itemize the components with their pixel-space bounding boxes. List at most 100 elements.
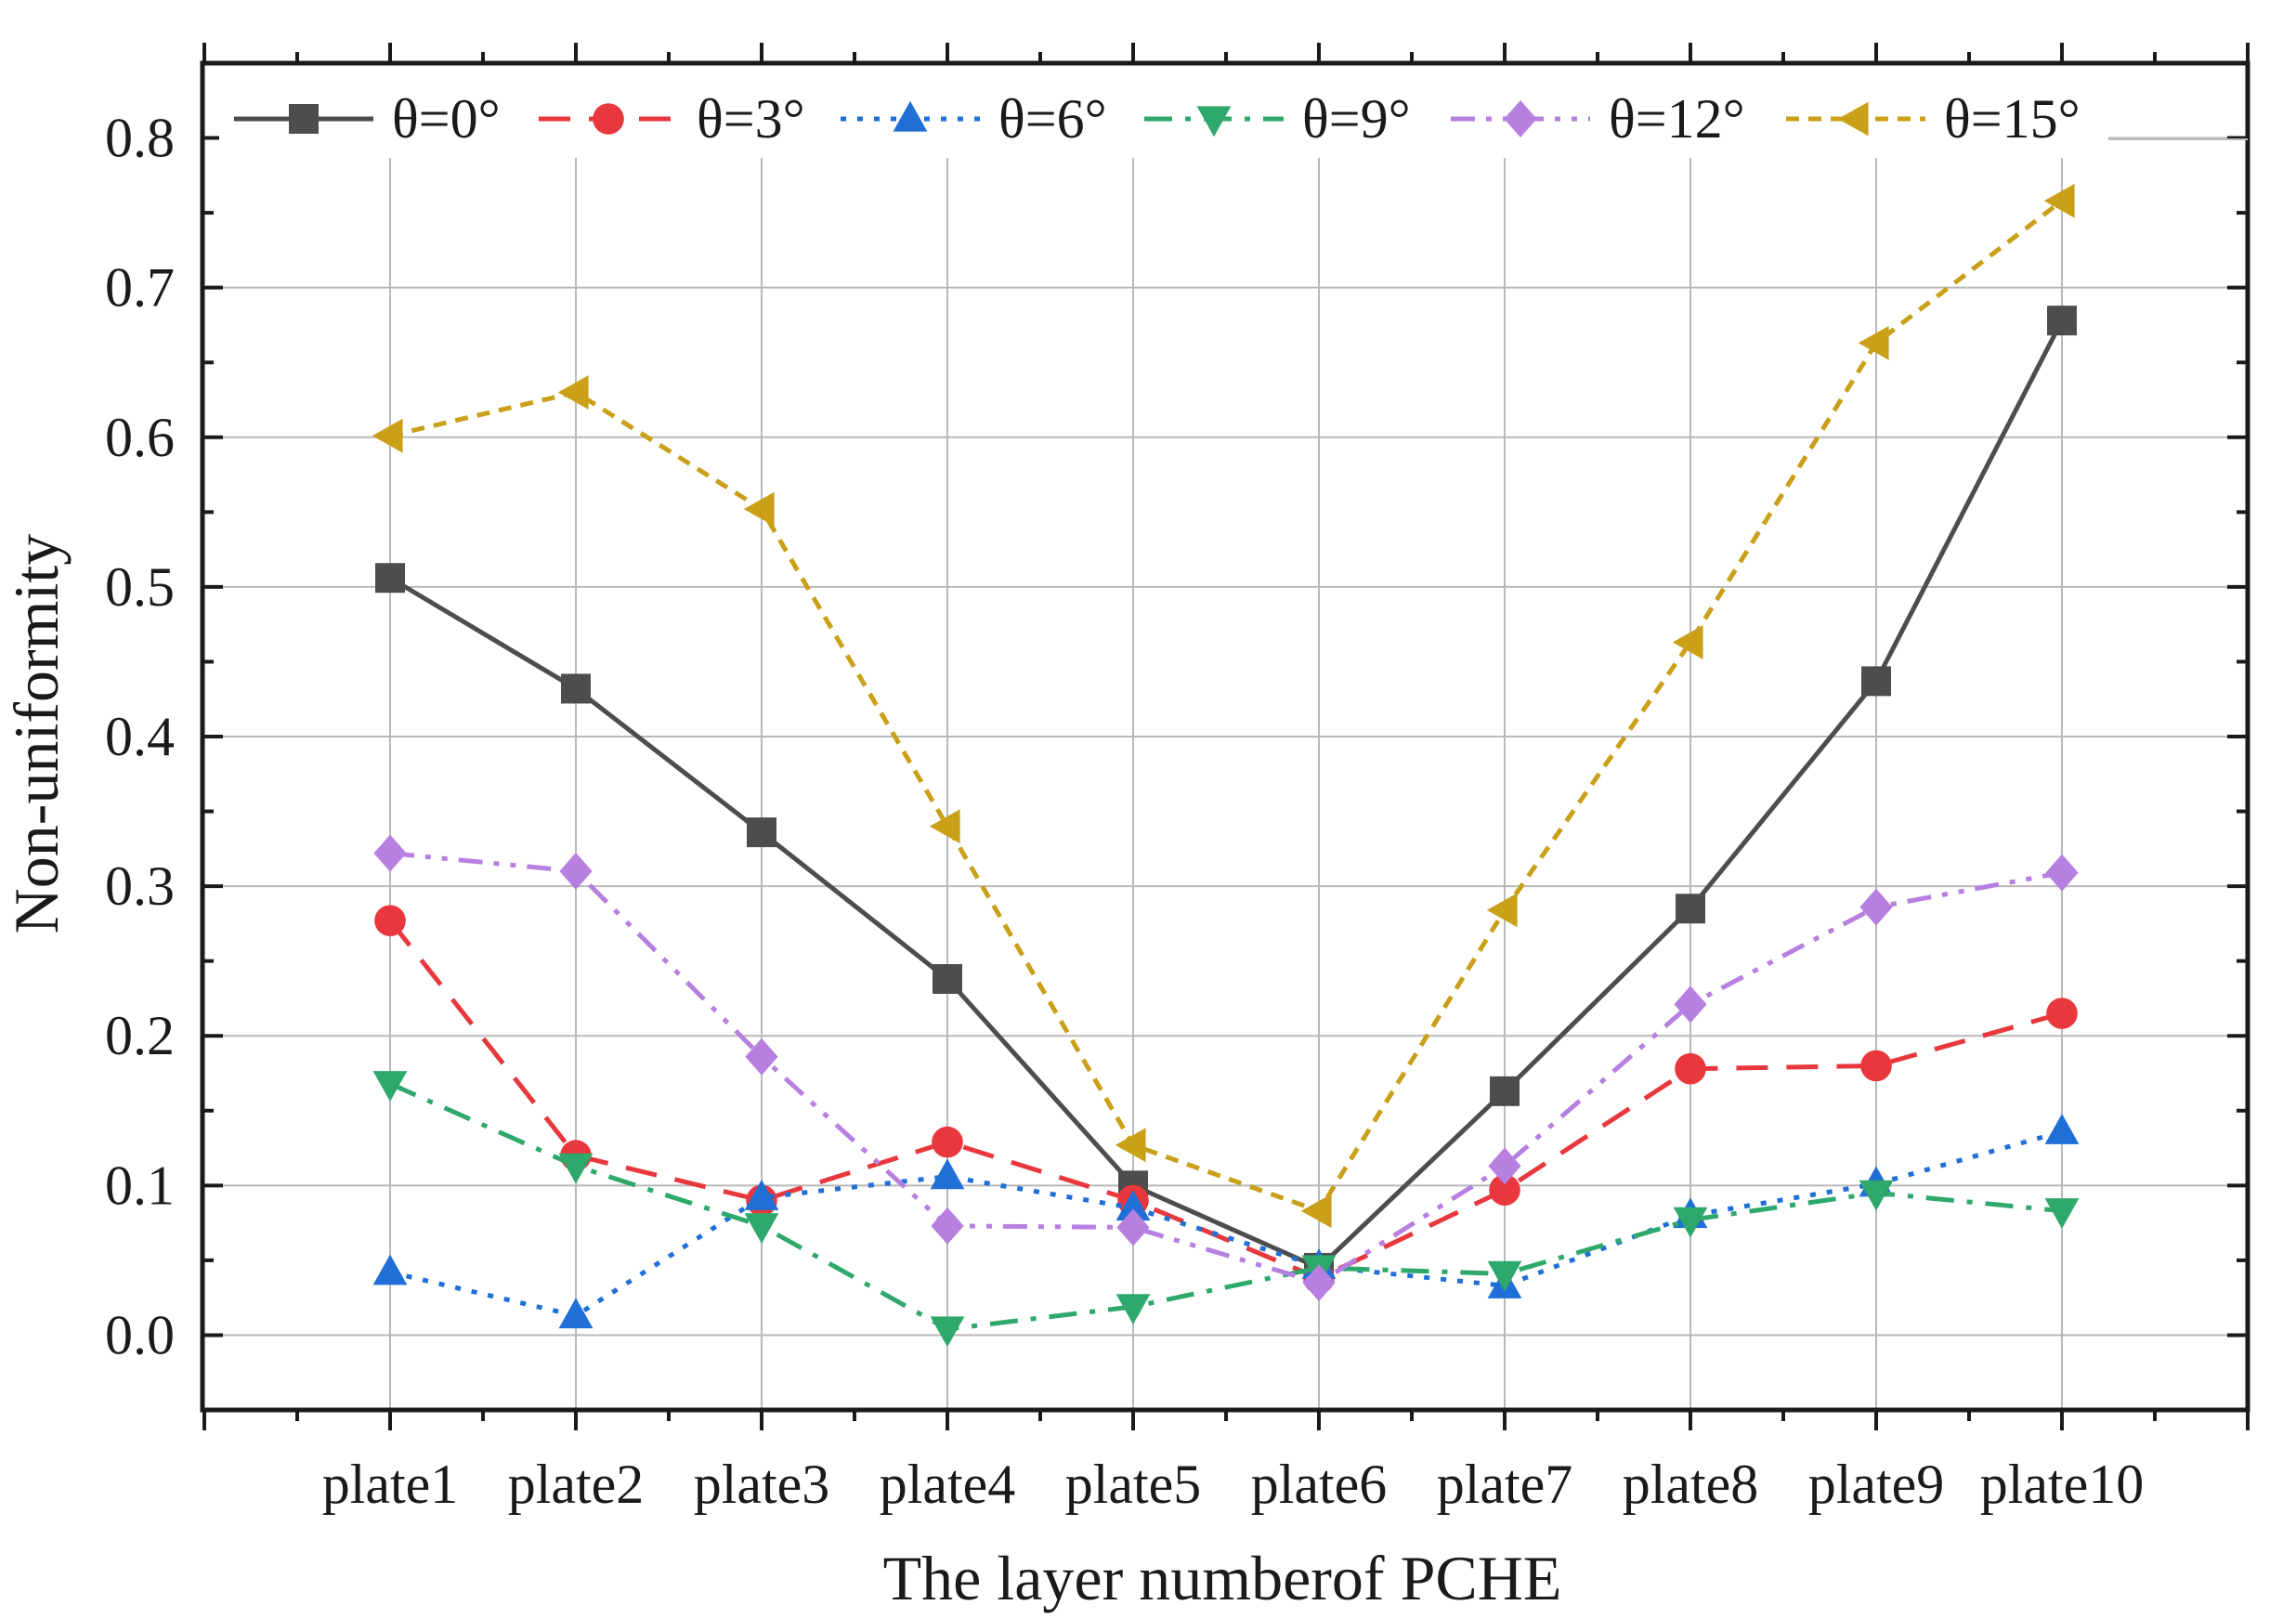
data-point xyxy=(1675,1052,1706,1085)
y-tick-label: 0.0 xyxy=(105,1304,175,1365)
tick-labels: 0.0 0.1 0.2 0.3 0.4 0.5 0.6 0.7 0.8 plate1 plate2 p… xyxy=(105,108,2144,1515)
legend-label: θ=12° xyxy=(1609,88,1745,150)
legend-item: θ=12° xyxy=(1451,88,1745,150)
x-tick-label: plate2 xyxy=(508,1454,645,1515)
series-line xyxy=(388,319,2065,1271)
data-point xyxy=(2044,1198,2080,1229)
data-point xyxy=(1115,1190,1151,1221)
series-3 xyxy=(372,1071,2080,1348)
data-point xyxy=(375,563,405,594)
data-point xyxy=(932,1126,963,1158)
data-point xyxy=(1300,1194,1332,1229)
legend-item: θ=6° xyxy=(841,88,1107,150)
series-1 xyxy=(374,905,2078,1295)
y-tick-label: 0.7 xyxy=(105,257,175,319)
legend-label: θ=6° xyxy=(998,88,1107,150)
data-point xyxy=(559,853,593,890)
series-group xyxy=(372,183,2080,1348)
y-tick-label: 0.3 xyxy=(105,855,175,917)
data-point xyxy=(1115,1128,1146,1163)
data-point xyxy=(557,375,589,410)
data-point xyxy=(2043,183,2075,218)
data-point xyxy=(374,905,406,936)
legend-marker xyxy=(893,100,928,132)
data-point xyxy=(744,1180,779,1210)
data-point xyxy=(1860,1050,1892,1082)
data-point xyxy=(1487,1260,1522,1292)
legend-marker xyxy=(593,103,624,135)
data-point xyxy=(1861,666,1891,697)
data-point xyxy=(1674,985,1707,1024)
data-point xyxy=(373,834,407,872)
legend: θ=0° θ=3° θ=6° θ=9° θ=12° θ=15° xyxy=(219,76,2248,154)
data-point xyxy=(1859,1180,1894,1211)
x-tick-label: plate5 xyxy=(1065,1454,1202,1515)
data-point xyxy=(2047,306,2077,336)
y-tick-label: 0.5 xyxy=(105,556,175,618)
data-point xyxy=(744,1213,779,1245)
data-point xyxy=(2045,854,2079,892)
data-point xyxy=(1115,1294,1151,1325)
series-4 xyxy=(373,834,2079,1302)
data-point xyxy=(931,1207,964,1245)
plot-frame xyxy=(200,43,2250,1430)
series-line xyxy=(389,199,2064,1214)
data-point xyxy=(1676,894,1705,924)
legend-marker xyxy=(1504,100,1537,137)
data-point xyxy=(930,1158,965,1190)
x-tick-label: plate9 xyxy=(1808,1454,1945,1515)
y-axis-title: Non-uniformity xyxy=(1,534,72,934)
data-point xyxy=(1673,1207,1708,1238)
data-point xyxy=(1672,625,1703,659)
data-point xyxy=(1302,1264,1336,1302)
data-point xyxy=(1859,888,1893,926)
y-tick-label: 0.1 xyxy=(105,1155,175,1216)
x-tick-label: plate6 xyxy=(1251,1454,1388,1515)
data-point xyxy=(745,1037,778,1076)
grid xyxy=(202,137,2248,1410)
data-point xyxy=(1858,325,1889,360)
series-0 xyxy=(375,306,2077,1283)
data-point xyxy=(1488,1147,1521,1185)
data-point xyxy=(2046,998,2078,1029)
series-line xyxy=(388,919,2063,1281)
x-tick-label: plate7 xyxy=(1437,1454,1573,1515)
data-point xyxy=(1490,1076,1520,1106)
series-2 xyxy=(372,1114,2080,1329)
data-point xyxy=(372,418,403,453)
data-point xyxy=(747,817,776,848)
data-point xyxy=(1489,1174,1520,1206)
data-point xyxy=(1486,893,1518,928)
legend-marker xyxy=(1837,101,1869,137)
x-tick-label: plate1 xyxy=(322,1454,459,1515)
data-point xyxy=(372,1071,408,1102)
legend-marker xyxy=(1196,106,1232,137)
data-point xyxy=(372,1254,408,1285)
data-point xyxy=(558,1153,594,1184)
legend-label: θ=15° xyxy=(1944,88,2081,150)
series-5 xyxy=(372,183,2075,1229)
x-axis-title: The layer numberof PCHE xyxy=(883,1543,1562,1613)
series-line xyxy=(389,851,2063,1285)
y-tick-label: 0.4 xyxy=(105,706,175,767)
data-point xyxy=(2044,1114,2080,1144)
legend-item: θ=15° xyxy=(1786,88,2081,150)
data-point xyxy=(933,964,962,994)
data-point xyxy=(743,491,775,527)
legend-item: θ=9° xyxy=(1144,88,1411,150)
legend-background xyxy=(219,76,2108,154)
data-point xyxy=(558,1298,594,1329)
legend-item: θ=3° xyxy=(539,88,805,150)
legend-label: θ=3° xyxy=(697,88,805,150)
x-tick-label: plate3 xyxy=(694,1454,830,1515)
legend-marker xyxy=(289,104,319,134)
series-line xyxy=(388,1081,2063,1332)
data-point xyxy=(1116,1208,1150,1246)
y-tick-label: 0.6 xyxy=(105,407,175,468)
x-tick-label: plate8 xyxy=(1623,1454,1759,1515)
x-tick-label: plate10 xyxy=(1980,1454,2145,1515)
data-point xyxy=(929,809,960,844)
legend-label: θ=0° xyxy=(392,88,501,150)
